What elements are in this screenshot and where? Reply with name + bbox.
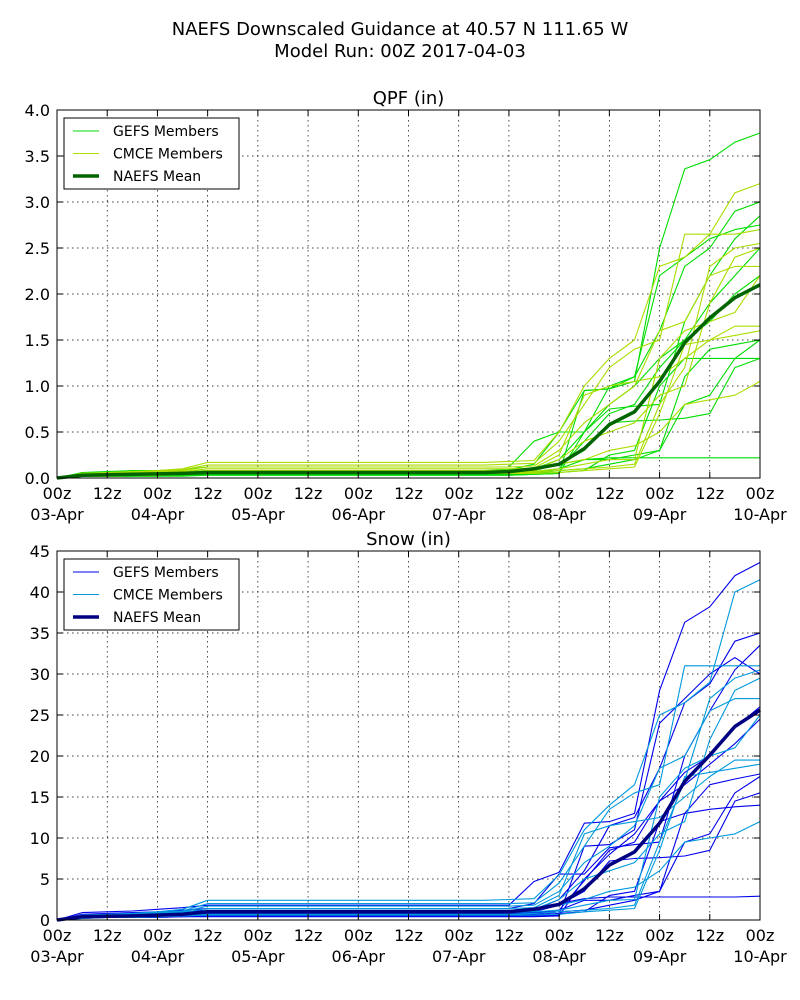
qpf-ytick-label: 0.5 bbox=[25, 423, 50, 442]
qpf-xtick-label: 12z bbox=[495, 484, 524, 503]
snow-xtick-label: 12z bbox=[595, 926, 624, 945]
snow-xtick-date-label: 03-Apr bbox=[30, 947, 84, 966]
snow-xtick-label: 00z bbox=[243, 926, 272, 945]
snow-gefs-member-line bbox=[56, 562, 761, 921]
snow-ytick-label: 20 bbox=[30, 747, 50, 766]
qpf-xtick-label: 00z bbox=[344, 484, 373, 503]
qpf-ytick-label: 0.0 bbox=[25, 469, 50, 488]
snow-xtick-label: 00z bbox=[444, 926, 473, 945]
qpf-legend: GEFS Members CMCE Members NAEFS Mean bbox=[63, 117, 240, 190]
qpf-xtick-date-label: 03-Apr bbox=[30, 505, 84, 524]
snow-xtick-label: 00z bbox=[344, 926, 373, 945]
qpf-xtick-label: 12z bbox=[695, 484, 724, 503]
snow-xtick-label: 00z bbox=[545, 926, 574, 945]
qpf-cmce-member-line bbox=[56, 229, 761, 479]
qpf-xtick-date-label: 10-Apr bbox=[733, 505, 787, 524]
snow-xtick-label: 12z bbox=[93, 926, 122, 945]
snow-xtick-date-label: 09-Apr bbox=[633, 947, 687, 966]
figure-subtitle: Model Run: 00Z 2017-04-03 bbox=[274, 41, 526, 62]
snow-panel-title: Snow (in) bbox=[366, 529, 451, 550]
snow-ytick-label: 10 bbox=[30, 829, 50, 848]
qpf-xtick-date-label: 04-Apr bbox=[131, 505, 185, 524]
qpf-xtick-label: 12z bbox=[595, 484, 624, 503]
snow-ytick-label: 15 bbox=[30, 788, 50, 807]
qpf-ytick-label: 3.0 bbox=[25, 193, 50, 212]
snow-xtick-label: 00z bbox=[645, 926, 674, 945]
snow-cmce-member-line bbox=[56, 698, 760, 921]
qpf-xtick-date-label: 06-Apr bbox=[332, 505, 386, 524]
qpf-xtick-date-label: 09-Apr bbox=[633, 505, 687, 524]
snow-legend-label: NAEFS Mean bbox=[113, 610, 201, 626]
qpf-xtick-label: 12z bbox=[193, 484, 222, 503]
qpf-ytick-label: 4.0 bbox=[25, 101, 50, 120]
qpf-xtick-label: 12z bbox=[294, 484, 323, 503]
snow-mean-line bbox=[56, 708, 761, 922]
qpf-xtick-label: 00z bbox=[545, 484, 574, 503]
qpf-panel-title: QPF (in) bbox=[373, 88, 445, 109]
qpf-legend-label: CMCE Members bbox=[113, 147, 223, 163]
snow-xtick-label: 00z bbox=[43, 926, 72, 945]
qpf-xtick-date-label: 07-Apr bbox=[432, 505, 486, 524]
snow-xtick-date-label: 07-Apr bbox=[432, 947, 486, 966]
qpf-ytick-label: 2.0 bbox=[25, 285, 50, 304]
snow-xtick-label: 12z bbox=[394, 926, 423, 945]
snow-legend-label: GEFS Members bbox=[113, 565, 219, 581]
snow-ytick-label: 25 bbox=[30, 706, 50, 725]
qpf-xtick-label: 00z bbox=[444, 484, 473, 503]
snow-xtick-date-label: 06-Apr bbox=[332, 947, 386, 966]
figure-title: NAEFS Downscaled Guidance at 40.57 N 111… bbox=[172, 19, 629, 40]
snow-xtick-label: 00z bbox=[143, 926, 172, 945]
qpf-xtick-date-label: 05-Apr bbox=[231, 505, 285, 524]
qpf-xtick-label: 00z bbox=[243, 484, 272, 503]
qpf-cmce-member-line bbox=[56, 265, 760, 479]
qpf-legend-label: GEFS Members bbox=[113, 124, 219, 140]
qpf-cmce-member-line bbox=[56, 183, 761, 479]
snow-xtick-date-label: 05-Apr bbox=[231, 947, 285, 966]
snow-xtick-label: 12z bbox=[495, 926, 524, 945]
qpf-xtick-label: 00z bbox=[746, 484, 775, 503]
snow-ytick-label: 30 bbox=[30, 665, 50, 684]
qpf-xtick-label: 00z bbox=[645, 484, 674, 503]
snow-ytick-label: 45 bbox=[30, 542, 50, 561]
qpf-xtick-date-label: 08-Apr bbox=[532, 505, 586, 524]
snow-xtick-date-label: 04-Apr bbox=[131, 947, 185, 966]
qpf-xtick-label: 12z bbox=[93, 484, 122, 503]
qpf-ytick-label: 1.5 bbox=[25, 331, 50, 350]
snow-ytick-label: 5 bbox=[40, 870, 50, 889]
snow-ytick-label: 0 bbox=[40, 911, 50, 930]
qpf-xtick-label: 00z bbox=[143, 484, 172, 503]
qpf-ytick-label: 3.5 bbox=[25, 147, 50, 166]
snow-xtick-label: 12z bbox=[294, 926, 323, 945]
qpf-xtick-label: 12z bbox=[394, 484, 423, 503]
qpf-xtick-label: 00z bbox=[43, 484, 72, 503]
snow-xtick-date-label: 08-Apr bbox=[532, 947, 586, 966]
snow-ytick-label: 35 bbox=[30, 624, 50, 643]
qpf-gridlines bbox=[57, 110, 760, 478]
snow-xtick-date-label: 10-Apr bbox=[733, 947, 787, 966]
snow-legend: GEFS Members CMCE Members NAEFS Mean bbox=[63, 558, 240, 631]
snow-xtick-label: 12z bbox=[695, 926, 724, 945]
qpf-ytick-label: 2.5 bbox=[25, 239, 50, 258]
snow-cmce-member-line bbox=[56, 579, 761, 921]
snow-cmce-member-line bbox=[56, 665, 760, 921]
qpf-ytick-label: 1.0 bbox=[25, 377, 50, 396]
snow-xtick-label: 00z bbox=[746, 926, 775, 945]
snow-legend-label: CMCE Members bbox=[113, 588, 223, 604]
snow-ytick-label: 40 bbox=[30, 583, 50, 602]
qpf-legend-label: NAEFS Mean bbox=[113, 169, 201, 185]
snow-xtick-label: 12z bbox=[193, 926, 222, 945]
